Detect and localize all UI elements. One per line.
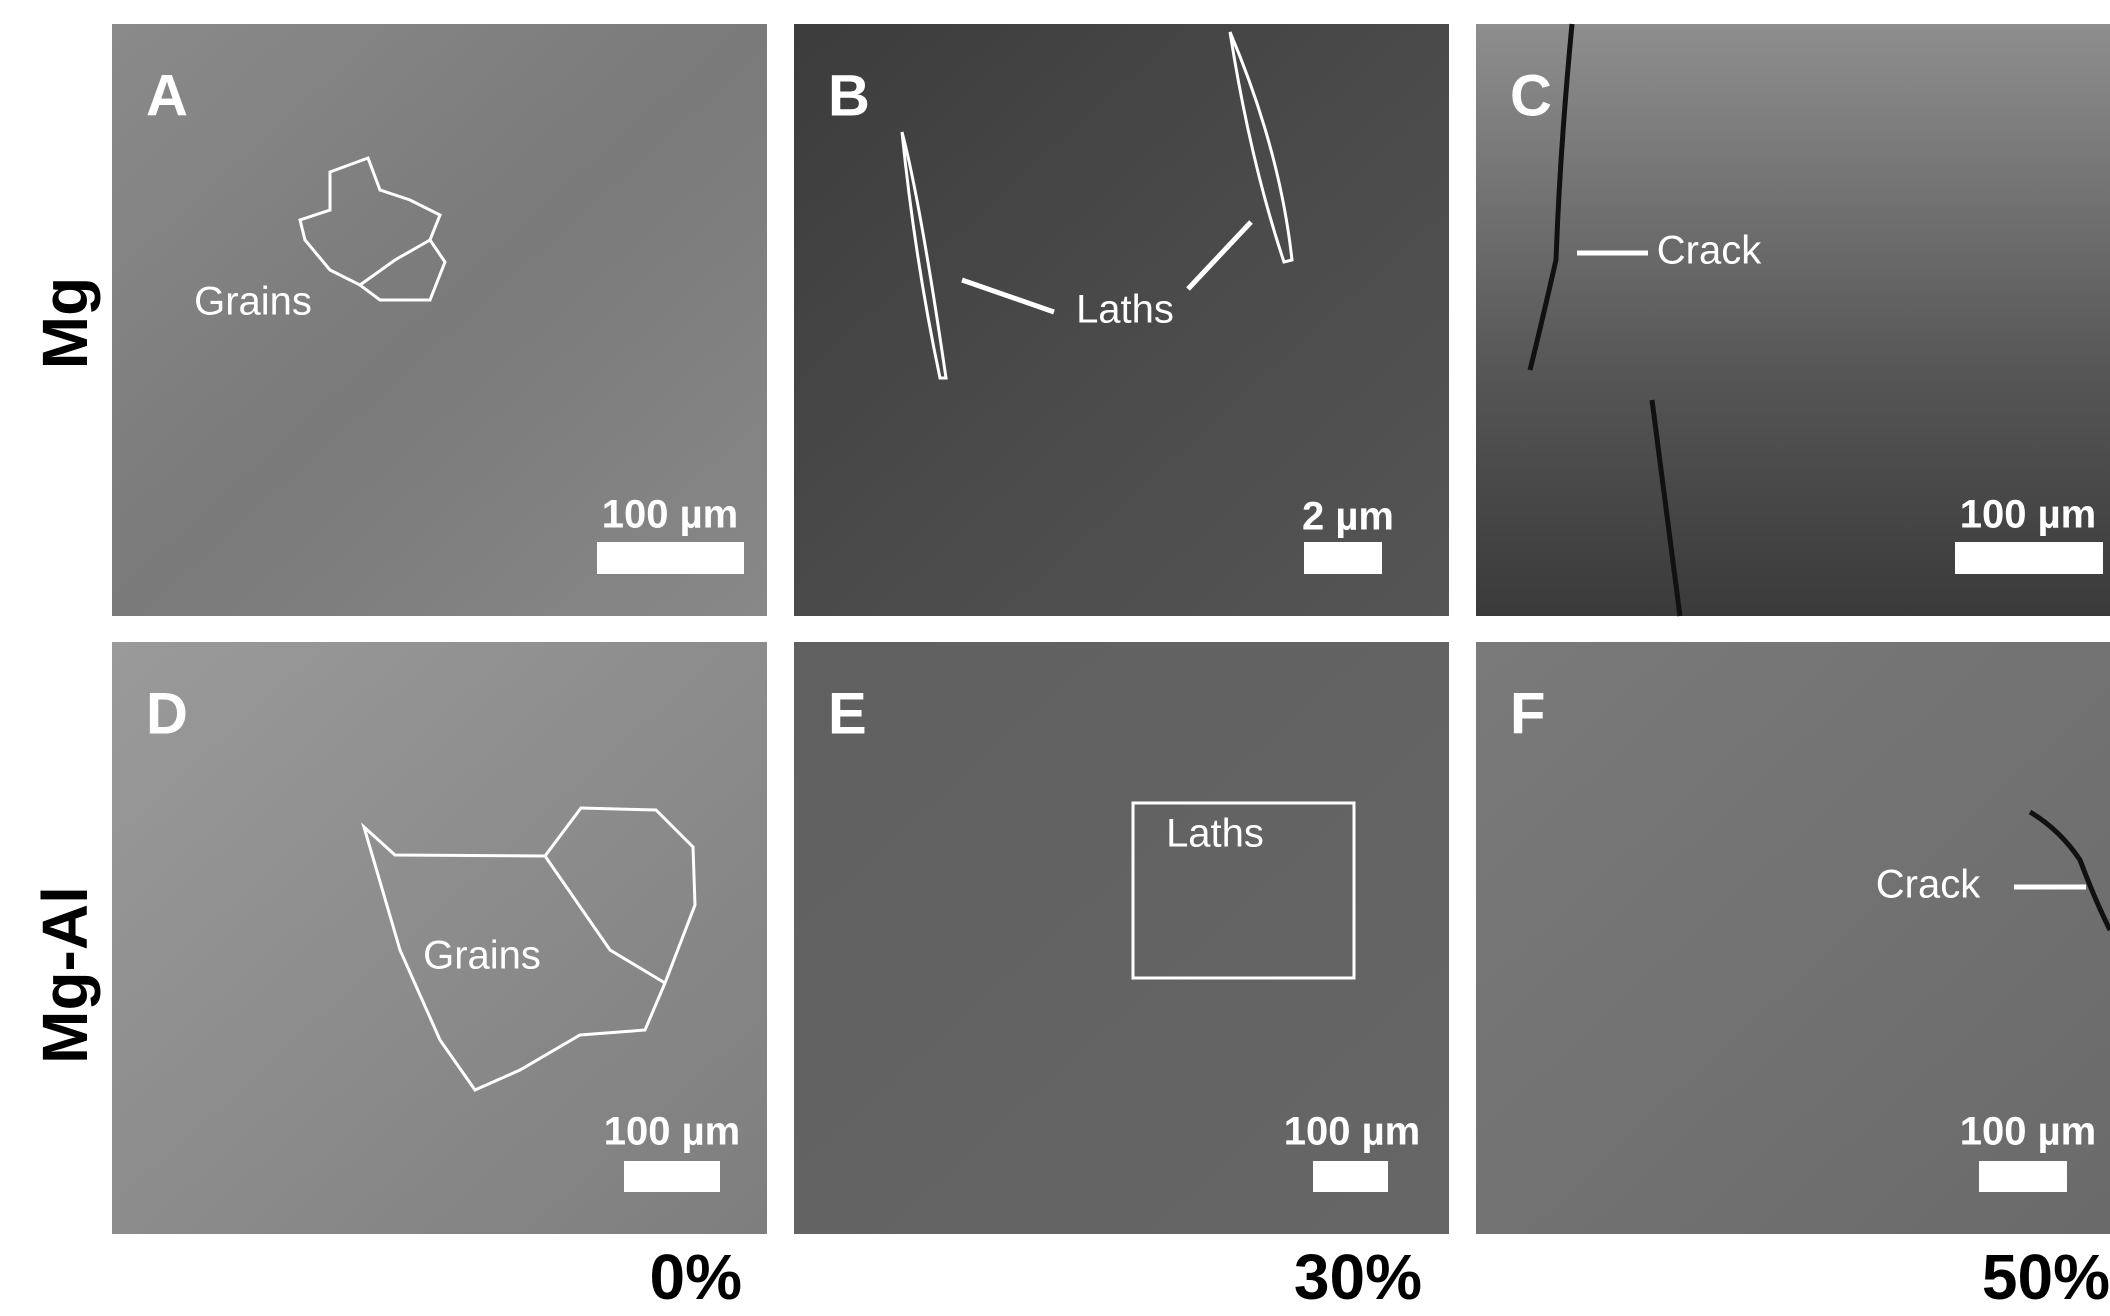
row-label: Mg (29, 277, 101, 369)
annotation: Crack (1657, 229, 1762, 273)
panel-letter: E (828, 681, 867, 746)
scale-bar-label: 100 µm (602, 493, 738, 537)
scale-bar (1313, 1161, 1388, 1192)
annotation: Laths (1166, 812, 1264, 856)
column-label: 50% (1982, 1241, 2110, 1313)
column-label: 0% (650, 1241, 743, 1313)
figure: Mg Mg-Al 0% 30% 50% A 100 µm Grains B 2 µm Laths C 1… (0, 0, 2110, 1316)
scale-bar-label: 100 µm (1284, 1110, 1420, 1154)
annotation: Laths (1076, 288, 1174, 332)
annotation: Grains (194, 280, 312, 324)
scale-bar (1979, 1161, 2067, 1192)
panel-letter: B (828, 63, 870, 128)
scale-bar (624, 1161, 720, 1192)
scale-bar-label: 2 µm (1302, 495, 1394, 539)
scale-bar (597, 542, 744, 574)
panel-letter: C (1510, 63, 1552, 128)
scale-bar-label: 100 µm (1960, 1110, 2096, 1154)
annotation: Grains (423, 934, 541, 978)
panel-letter: A (146, 63, 188, 128)
row-label: Mg-Al (29, 886, 101, 1064)
annotation: Crack (1876, 863, 1981, 907)
panel-letter: F (1510, 681, 1545, 746)
panel-letter: D (146, 681, 188, 746)
column-label: 30% (1294, 1241, 1422, 1313)
scale-bar (1955, 542, 2103, 574)
scale-bar (1304, 542, 1382, 574)
scale-bar-label: 100 µm (604, 1110, 740, 1154)
scale-bar-label: 100 µm (1960, 493, 2096, 537)
